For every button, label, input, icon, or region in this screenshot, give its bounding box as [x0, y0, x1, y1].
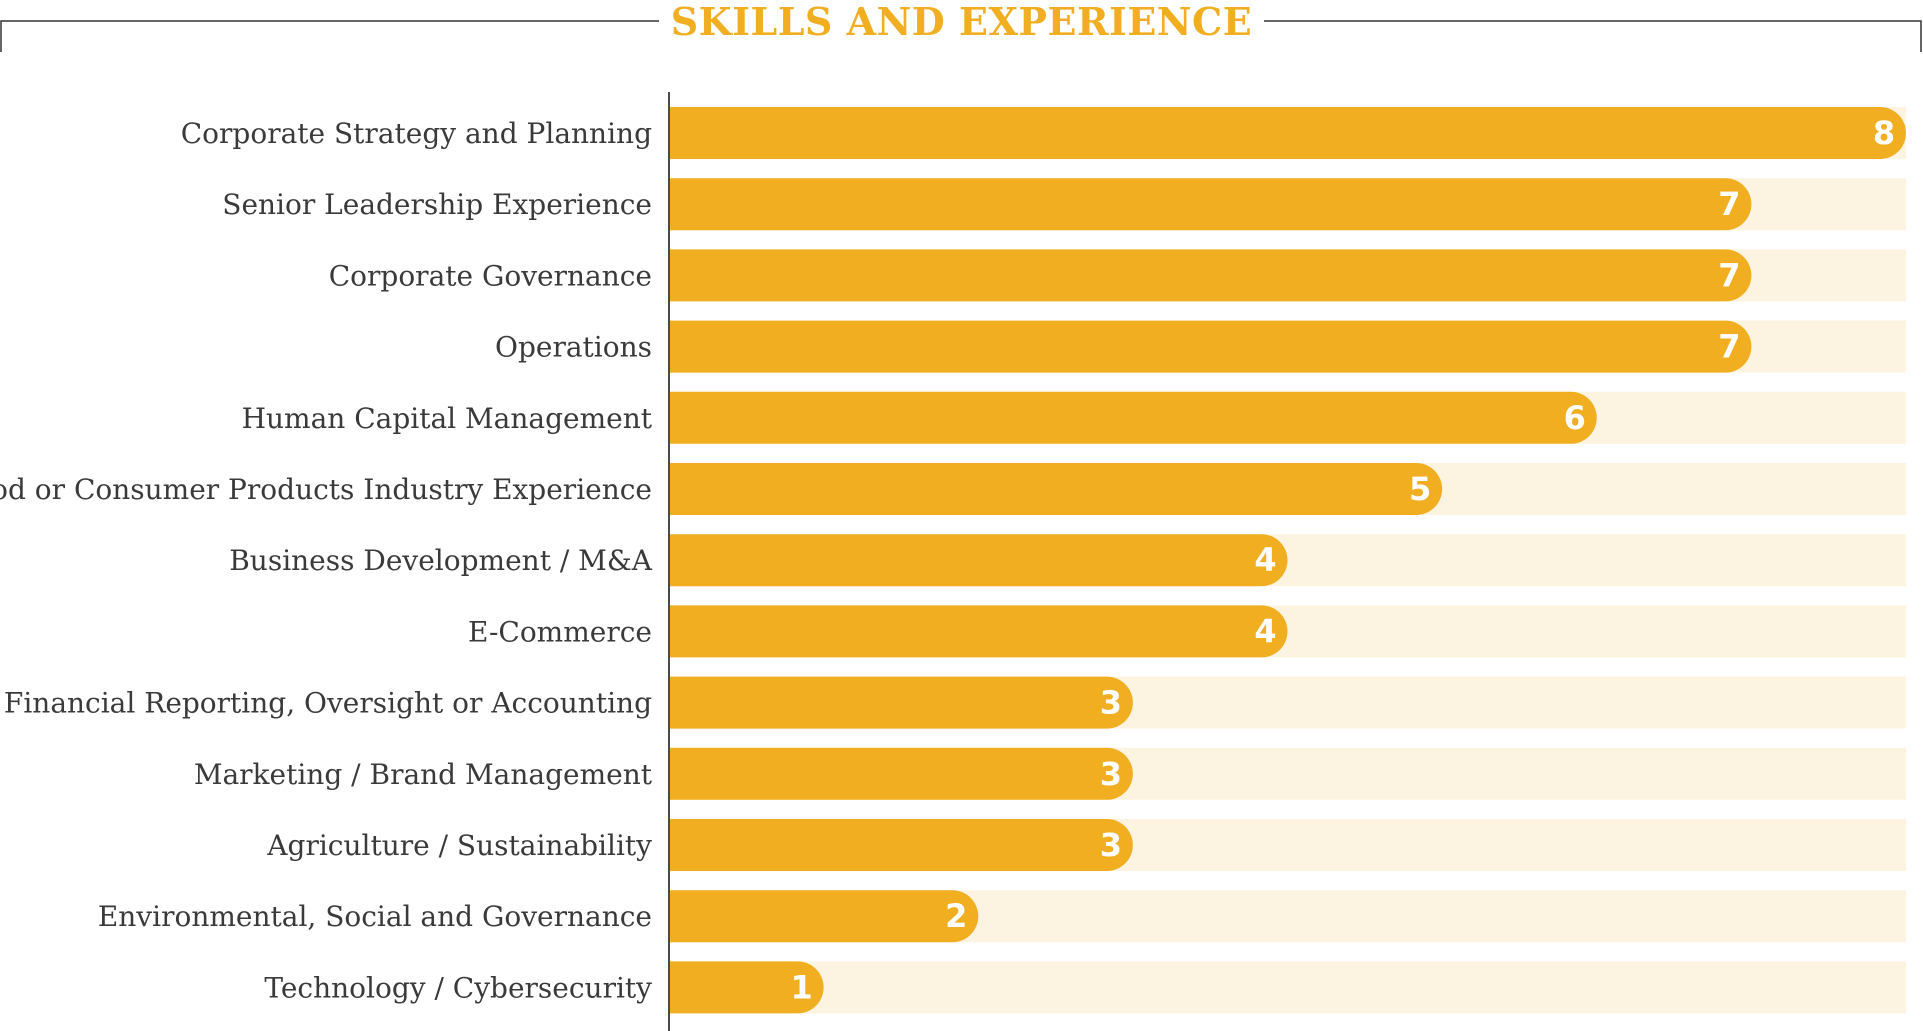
category-label: Corporate Strategy and Planning	[181, 117, 652, 150]
category-label: Corporate Governance	[329, 259, 652, 292]
data-label: 4	[1254, 612, 1276, 650]
category-label: Business Development / M&A	[229, 544, 653, 577]
bar	[669, 534, 1288, 587]
data-label: 3	[1100, 684, 1122, 722]
bar	[669, 320, 1752, 373]
bar	[669, 391, 1597, 444]
bar	[669, 605, 1288, 658]
data-label: 4	[1254, 541, 1276, 579]
bar	[669, 178, 1752, 231]
data-label: 8	[1873, 114, 1895, 152]
bar	[669, 676, 1133, 729]
bar	[669, 961, 824, 1014]
data-label: 2	[945, 897, 967, 935]
bar	[669, 463, 1443, 515]
category-label: Food or Consumer Products Industry Exper…	[0, 473, 652, 506]
category-label: Marketing / Brand Management	[194, 758, 653, 791]
category-label: Senior Leadership Experience	[222, 188, 652, 221]
category-label: Human Capital Management	[242, 402, 653, 435]
chart-title: SKILLS AND EXPERIENCE	[0, 0, 1923, 44]
chart-title-text: SKILLS AND EXPERIENCE	[658, 0, 1265, 44]
category-label: E-Commerce	[468, 615, 652, 648]
category-label: Operations	[495, 331, 652, 364]
bar	[669, 819, 1133, 871]
data-label: 3	[1100, 826, 1122, 864]
data-label: 3	[1100, 755, 1122, 793]
data-label: 7	[1718, 185, 1740, 223]
data-label: 7	[1718, 328, 1740, 366]
category-label: Financial Reporting, Oversight or Accoun…	[4, 687, 652, 720]
category-label: Agriculture / Sustainability	[266, 829, 652, 862]
category-label: Technology / Cybersecurity	[264, 971, 652, 1004]
bar	[669, 747, 1133, 800]
bar	[669, 107, 1906, 159]
bar-track	[669, 961, 1906, 1014]
data-label: 6	[1564, 399, 1586, 437]
data-label: 1	[790, 968, 812, 1006]
bar	[669, 890, 979, 943]
category-label: Environmental, Social and Governance	[98, 900, 652, 933]
data-label: 7	[1718, 256, 1740, 294]
bar	[669, 249, 1752, 302]
data-label: 5	[1409, 470, 1431, 508]
